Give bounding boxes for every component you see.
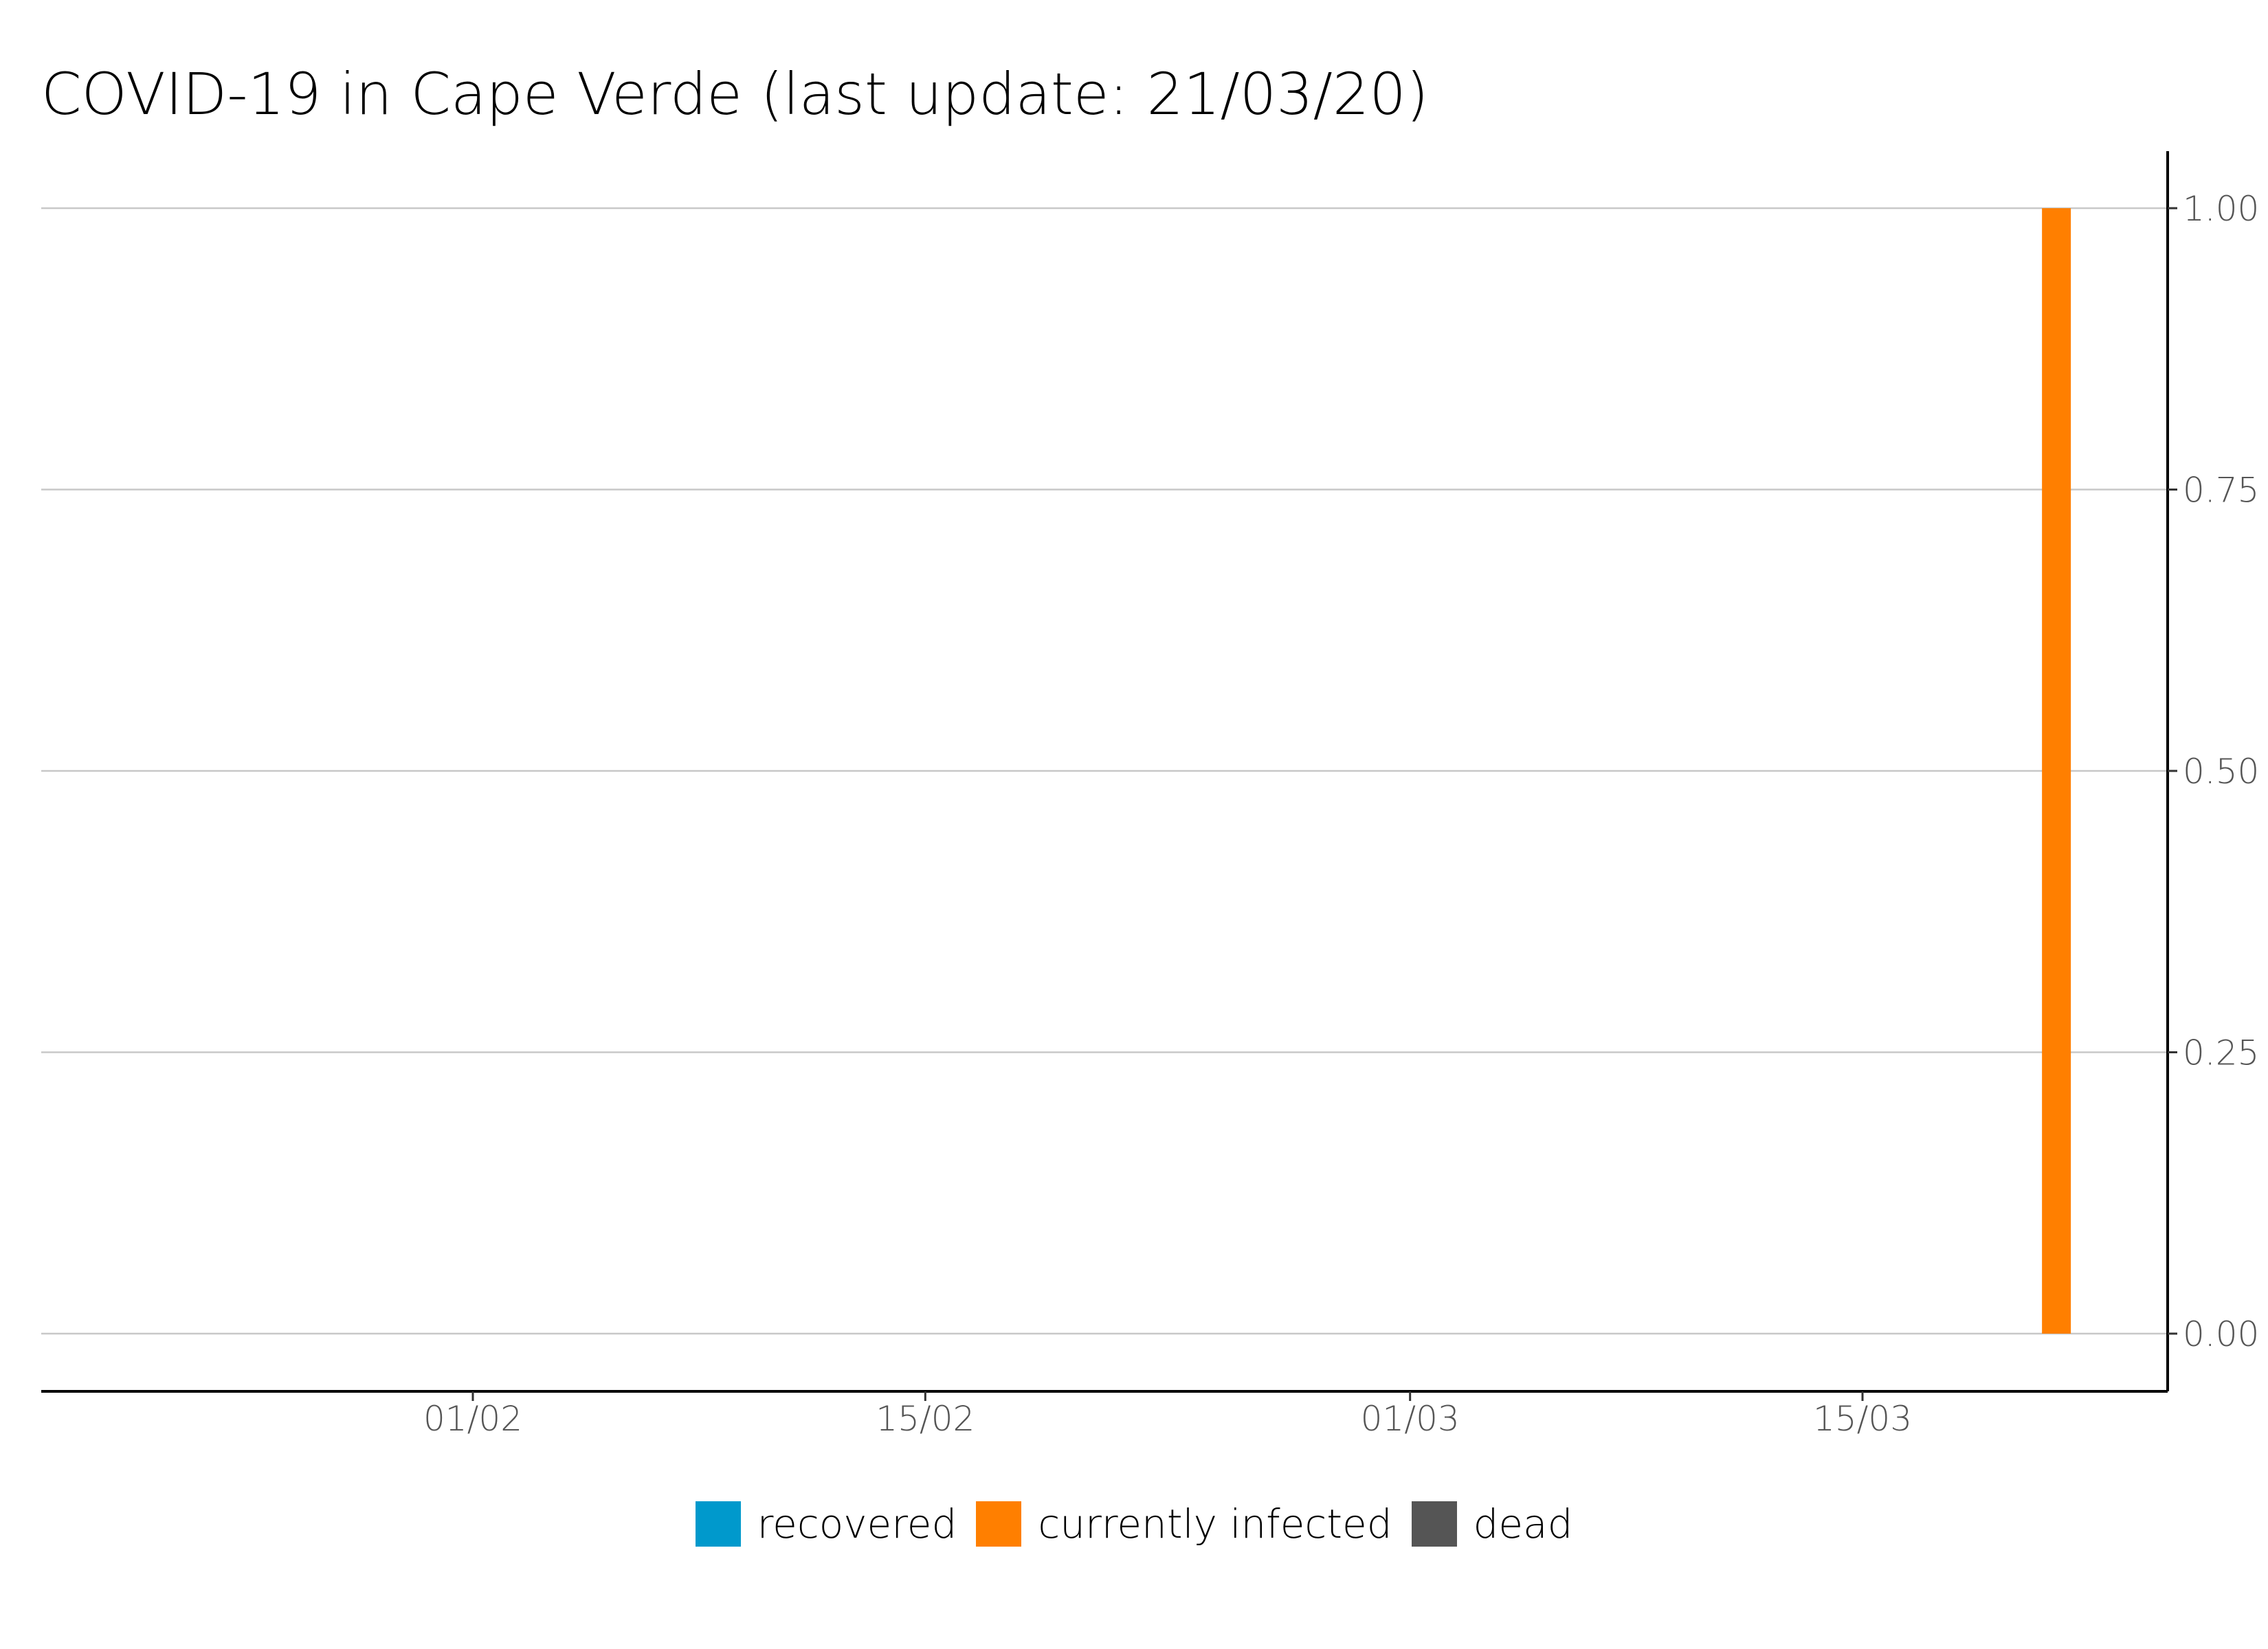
x-tick-label: 01/03 [1361, 1399, 1460, 1439]
legend-swatch [976, 1501, 1022, 1547]
y-ticks: 0.00 0.25 0.50 0.75 1.00 [2168, 189, 2259, 1354]
legend-swatch [695, 1501, 741, 1547]
y-tick-label: 0.00 [2183, 1314, 2259, 1354]
x-tick-label: 15/02 [876, 1399, 975, 1439]
legend-label: dead [1473, 1501, 1573, 1547]
legend-label: recovered [757, 1501, 957, 1547]
x-tick-label: 15/03 [1813, 1399, 1912, 1439]
y-tick-label: 0.50 [2183, 752, 2259, 792]
bar-currently-infected [2042, 208, 2071, 1334]
legend-item: dead [1411, 1501, 1573, 1547]
legend-swatch [1411, 1501, 1457, 1547]
x-tick-label: 01/02 [423, 1399, 522, 1439]
chart-title: COVID-19 in Cape Verde (last update: 21/… [41, 60, 1429, 128]
y-tick-label: 0.25 [2183, 1033, 2259, 1073]
legend-item: recovered [695, 1501, 957, 1547]
y-tick-label: 0.75 [2183, 471, 2259, 511]
legend: recovered currently infected dead [0, 1501, 2268, 1547]
legend-item: currently infected [976, 1501, 1392, 1547]
gridlines [41, 207, 2168, 1335]
x-ticks: 01/02 15/02 01/03 15/03 [423, 1391, 1912, 1439]
bars [2042, 208, 2071, 1334]
legend-label: currently infected [1038, 1501, 1392, 1547]
y-tick-label: 1.00 [2183, 189, 2259, 229]
